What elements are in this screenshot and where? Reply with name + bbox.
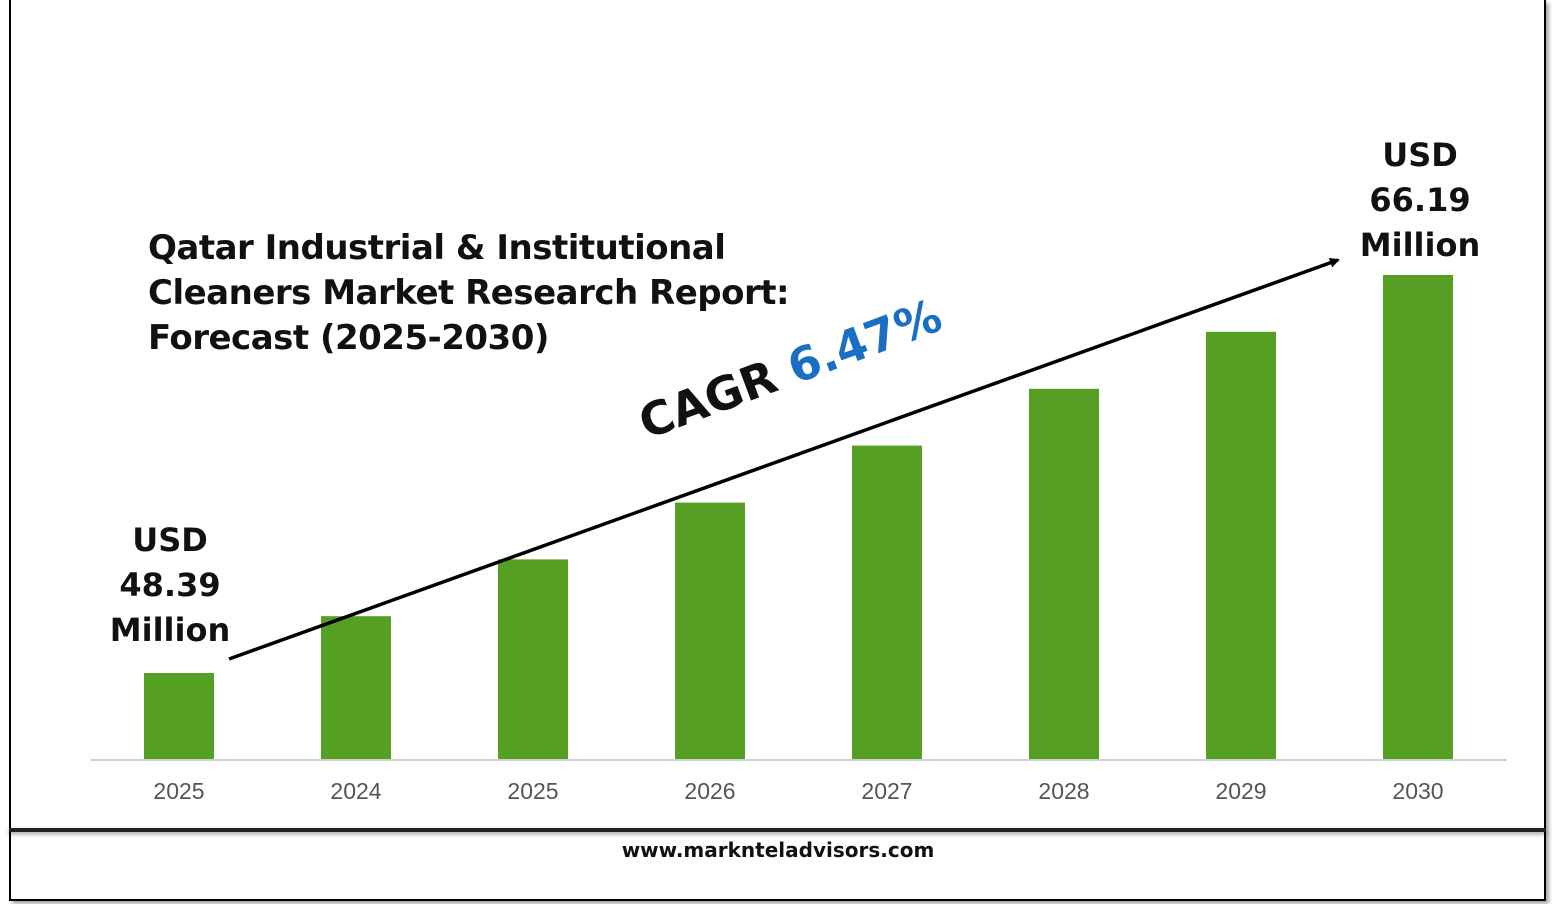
title-line: Qatar Industrial & Institutional — [148, 228, 726, 268]
x-tick-label: 2025 — [153, 778, 204, 804]
footer-website-link[interactable]: www.marknteladvisors.com — [621, 838, 935, 862]
end-callout-value: 66.19 — [1369, 181, 1471, 219]
chart-frame — [9, 0, 1546, 901]
x-tick-label: 2030 — [1392, 778, 1443, 804]
x-tick-label: 2028 — [1038, 778, 1089, 804]
bar-2 — [498, 559, 568, 760]
end-value-callout: USD 66.19 Million — [1345, 133, 1495, 268]
end-callout-currency: USD — [1382, 136, 1458, 174]
title-line: Forecast (2025-2030) — [148, 318, 549, 358]
cagr-trend-arrow — [228, 258, 1340, 661]
start-callout-currency: USD — [132, 521, 208, 559]
x-tick-label: 2029 — [1215, 778, 1266, 804]
end-callout-unit: Million — [1359, 226, 1481, 264]
x-tick-label: 2027 — [861, 778, 912, 804]
x-tick-label: 2025 — [507, 778, 558, 804]
x-tick-label: 2024 — [330, 778, 381, 804]
x-tick-label: 2026 — [684, 778, 735, 804]
x-tick-labels: 2025 2024 2025 2026 2027 2028 2029 2030 — [153, 778, 1443, 804]
bar-1 — [321, 616, 391, 760]
bar-3 — [675, 502, 745, 760]
bar-0 — [144, 673, 214, 760]
bar-5 — [1029, 388, 1099, 760]
start-callout-value: 48.39 — [119, 566, 221, 604]
start-value-callout: USD 48.39 Million — [95, 518, 245, 653]
title-line: Cleaners Market Research Report: — [148, 273, 790, 313]
start-callout-unit: Million — [109, 611, 231, 649]
bar-7 — [1383, 275, 1453, 760]
bar-4 — [852, 445, 922, 760]
footer-divider — [9, 828, 1546, 832]
report-title: Qatar Industrial & Institutional Cleaner… — [148, 226, 790, 361]
bar-6 — [1206, 331, 1276, 760]
bars-group — [144, 275, 1453, 760]
